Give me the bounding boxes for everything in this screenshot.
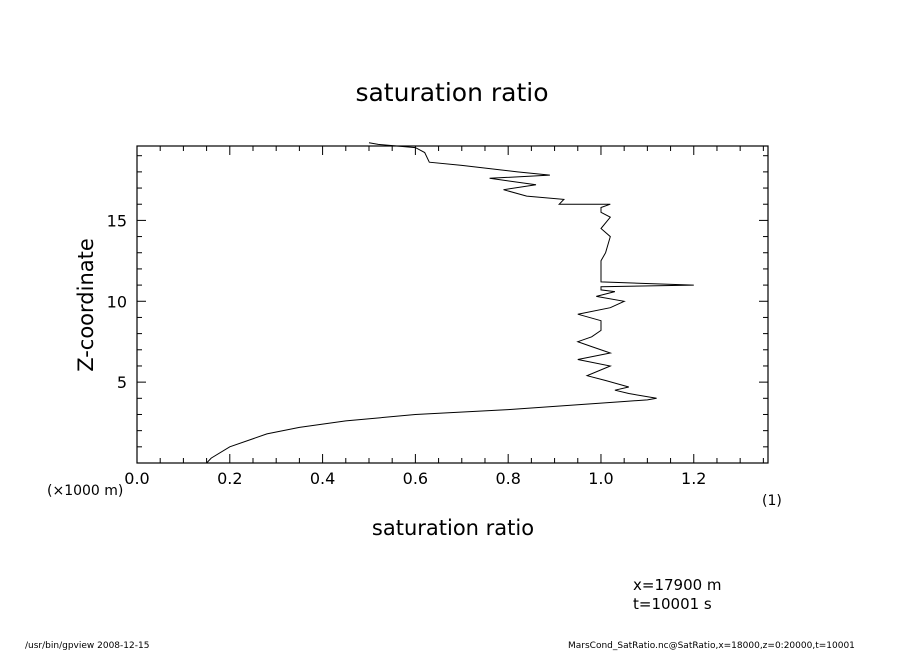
y-axis-label: Z-coordinate bbox=[74, 238, 98, 372]
info-x-position: x=17900 m bbox=[633, 576, 722, 594]
x-tick-label: 0.8 bbox=[495, 469, 520, 488]
plot-frame bbox=[136, 145, 769, 464]
y-tick-label: 15 bbox=[107, 211, 127, 230]
info-time: t=10001 s bbox=[633, 595, 712, 613]
x-tick-label: 1.2 bbox=[681, 469, 706, 488]
x-tick-label: 0.0 bbox=[124, 469, 149, 488]
series-line bbox=[206, 142, 694, 464]
axis-ticks bbox=[136, 146, 768, 463]
x-tick-label: 0.6 bbox=[403, 469, 428, 488]
footer-source: MarsCond_SatRatio.nc@SatRatio,x=18000,z=… bbox=[568, 641, 855, 651]
x-axis-label: saturation ratio bbox=[371, 516, 535, 540]
chart-title: saturation ratio bbox=[355, 78, 549, 107]
y-tick-label: 10 bbox=[107, 292, 127, 311]
tick-labels: 0.0 0.2 0.4 0.6 0.8 1.0 1.2 5 10 15 bbox=[107, 211, 707, 488]
x-tick-label: 0.2 bbox=[217, 469, 242, 488]
x-tick-label: 1.0 bbox=[588, 469, 613, 488]
y-tick-label: 5 bbox=[117, 373, 127, 392]
footer-program: /usr/bin/gpview 2008-12-15 bbox=[25, 641, 150, 651]
x-unit-label: (1) bbox=[762, 493, 782, 509]
x-tick-label: 0.4 bbox=[310, 469, 335, 488]
y-unit-label: (×1000 m) bbox=[47, 483, 124, 499]
